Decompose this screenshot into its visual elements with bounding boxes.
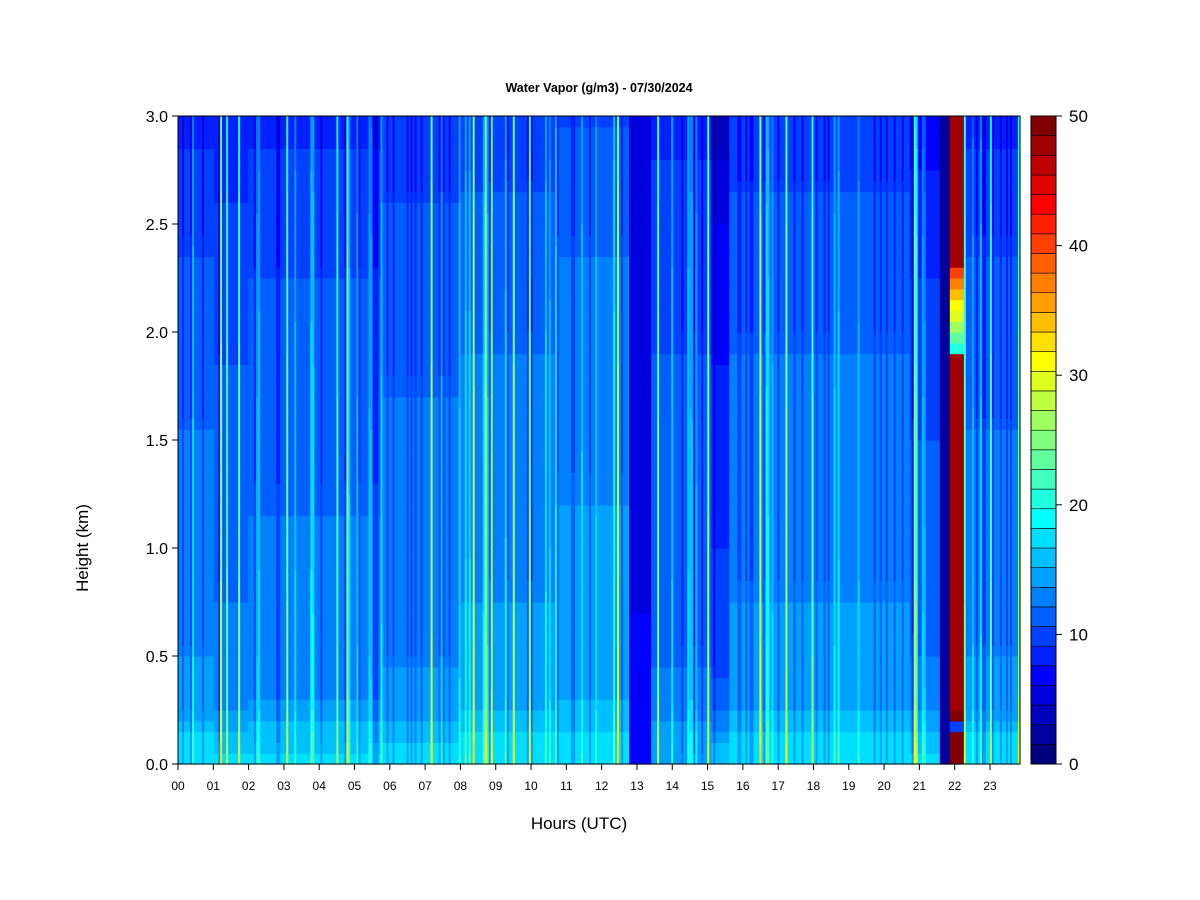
chart-title: Water Vapor (g/m3) - 07/30/2024 bbox=[505, 81, 692, 95]
plot-area bbox=[178, 116, 1021, 765]
